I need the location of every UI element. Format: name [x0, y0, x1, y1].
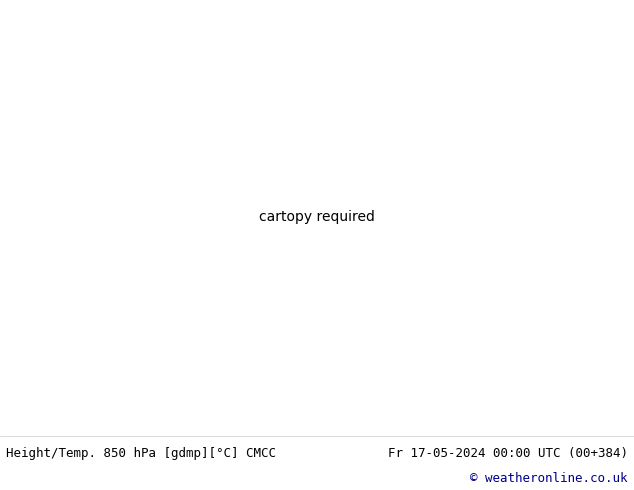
- Text: cartopy required: cartopy required: [259, 210, 375, 224]
- Text: Height/Temp. 850 hPa [gdmp][°C] CMCC: Height/Temp. 850 hPa [gdmp][°C] CMCC: [6, 447, 276, 460]
- Text: © weatheronline.co.uk: © weatheronline.co.uk: [470, 472, 628, 485]
- Text: Fr 17-05-2024 00:00 UTC (00+384): Fr 17-05-2024 00:00 UTC (00+384): [387, 447, 628, 460]
